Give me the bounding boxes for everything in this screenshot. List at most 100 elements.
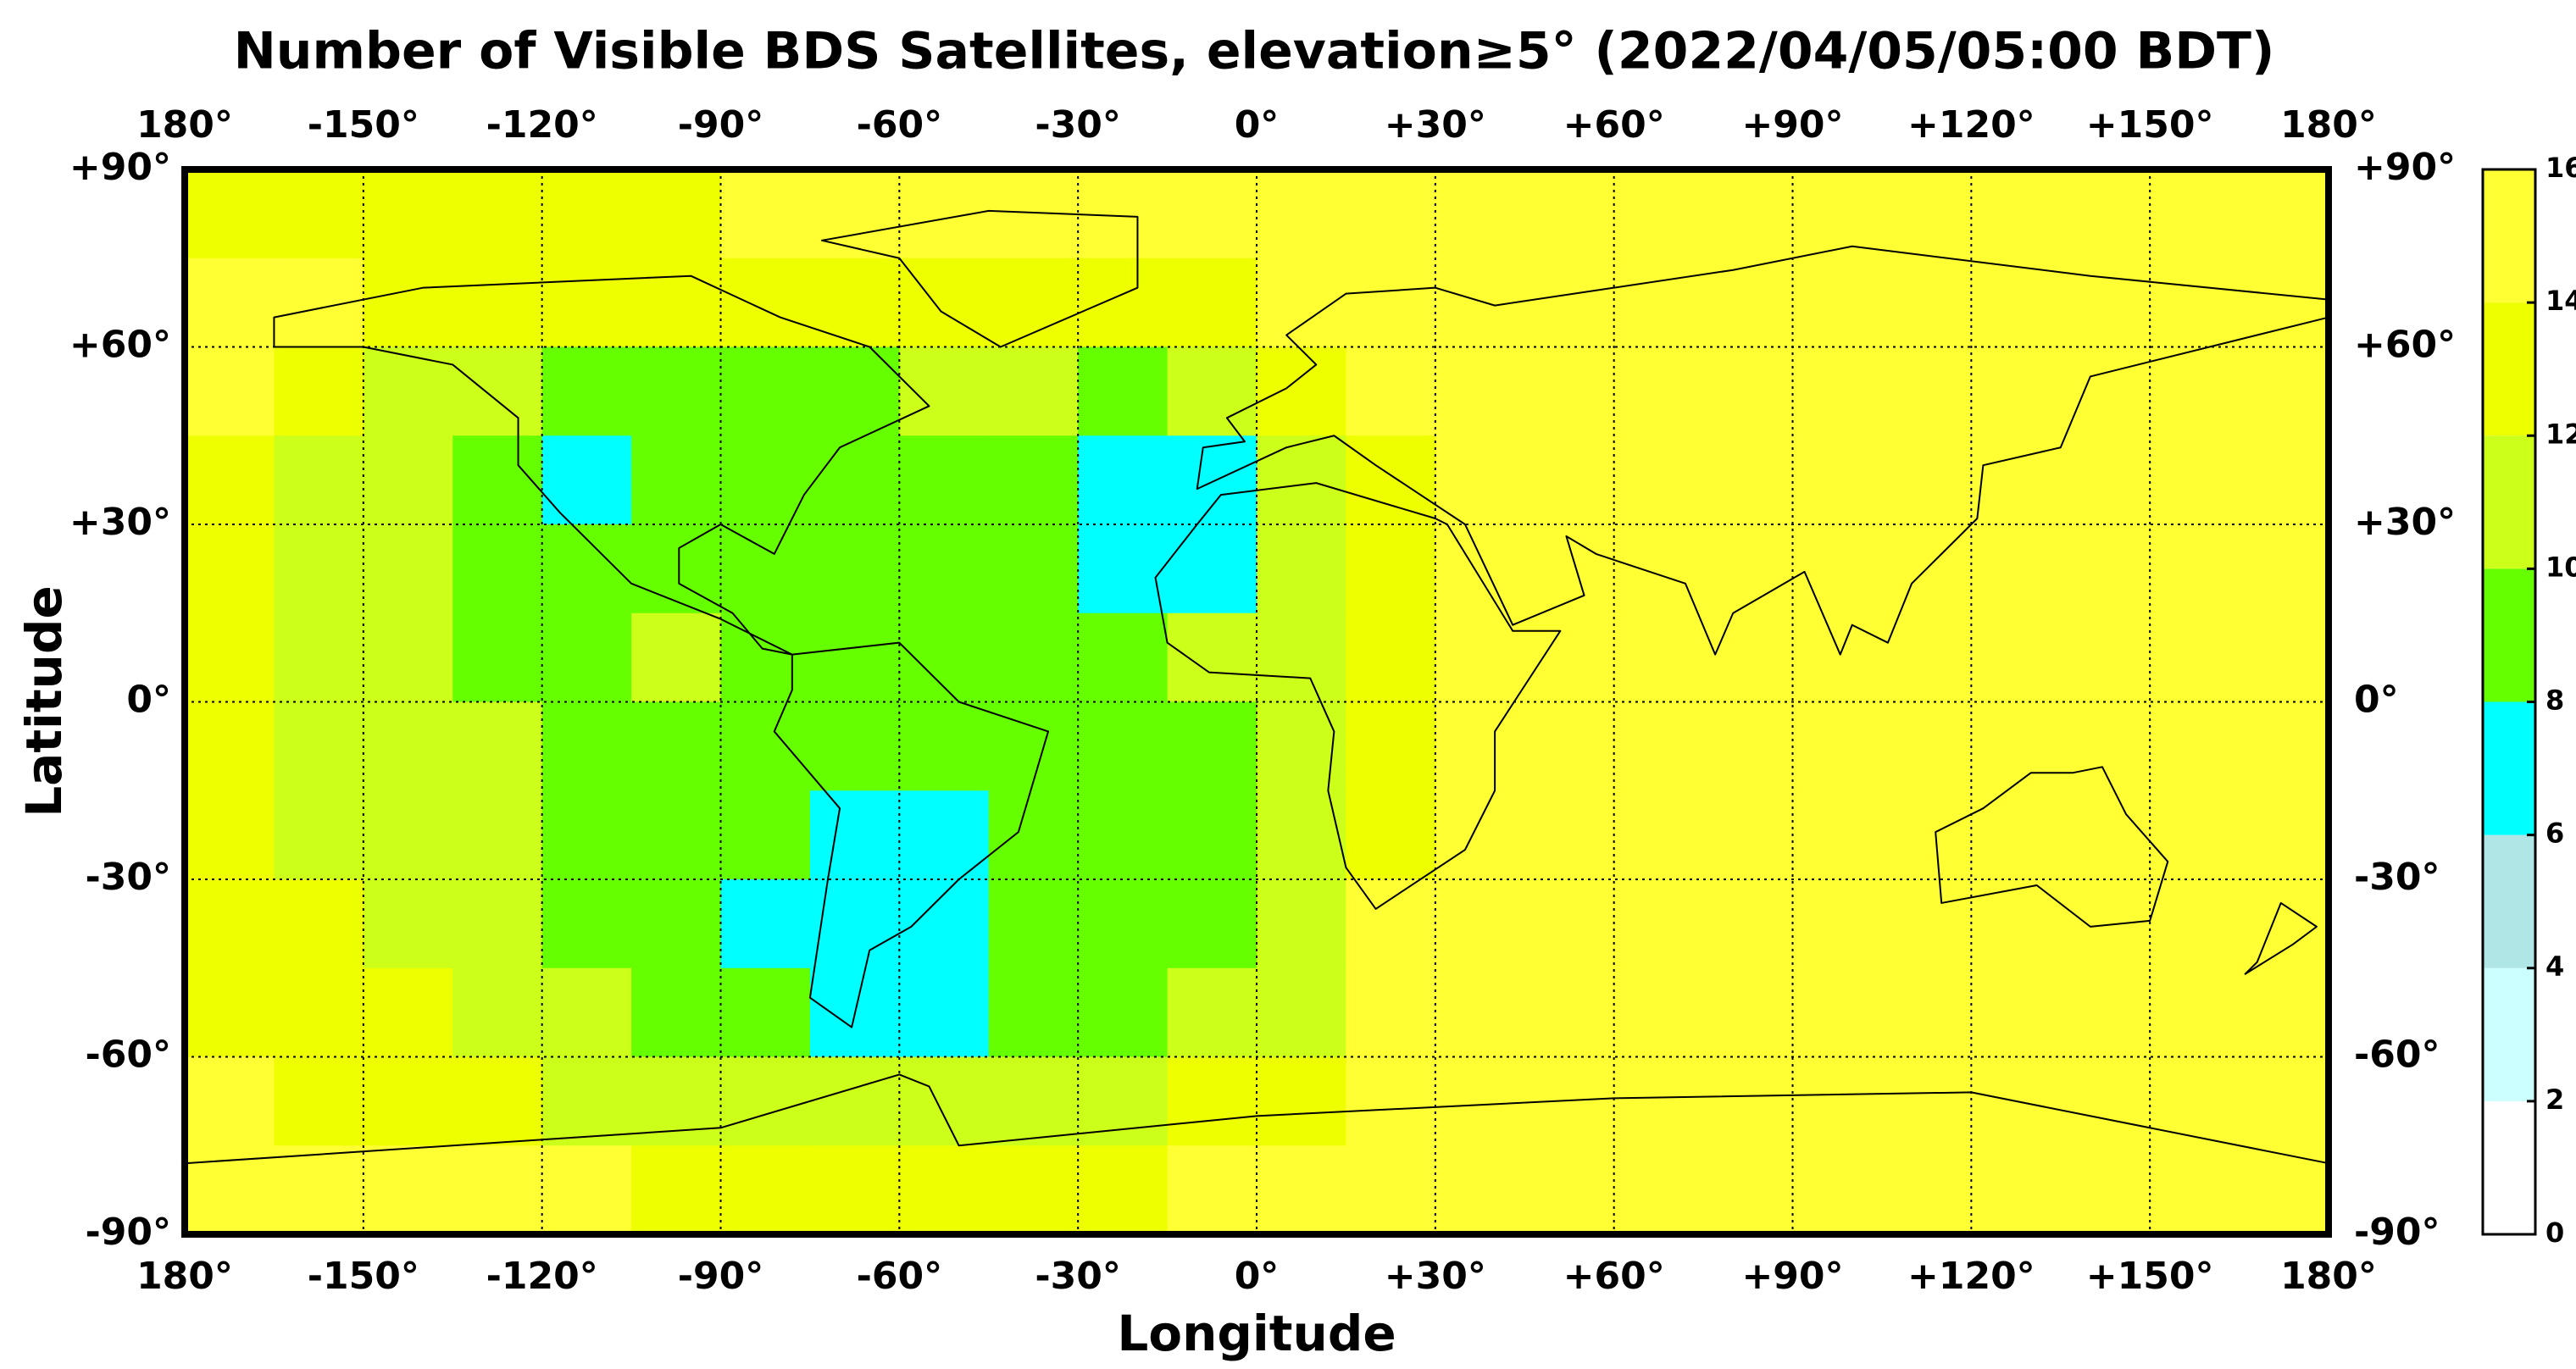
heatmap-cell <box>363 346 453 436</box>
heatmap-cell <box>1346 879 1436 969</box>
heatmap-cell <box>452 346 543 436</box>
chart-title: Number of Visible BDS Satellites, elevat… <box>234 22 2275 81</box>
heatmap-cell <box>185 346 275 436</box>
x-tick-label: 0° <box>1235 1255 1280 1298</box>
colorbar-tick-label: 16 <box>2545 152 2576 184</box>
heatmap-cell <box>988 258 1079 347</box>
heatmap-cell <box>1167 790 1257 880</box>
heatmap-cell <box>1257 967 1346 1057</box>
heatmap-cell <box>1078 612 1169 702</box>
heatmap-cell <box>631 169 721 259</box>
heatmap-cell <box>1703 790 1793 880</box>
heatmap-cell <box>631 790 721 880</box>
colorbar-segment <box>2483 1100 2535 1234</box>
heatmap-cell <box>1346 258 1436 347</box>
heatmap-cell <box>720 1145 811 1235</box>
heatmap-cell <box>2150 346 2240 436</box>
heatmap-cell <box>1167 435 1257 525</box>
heatmap-cell <box>1613 879 1704 969</box>
heatmap-cell <box>1792 524 1883 614</box>
heatmap-cell <box>720 258 811 347</box>
heatmap-cell <box>274 524 364 614</box>
x-tick-label-top: 180° <box>136 103 233 147</box>
heatmap-cell <box>363 524 453 614</box>
heatmap-cell <box>274 169 364 259</box>
heatmap-cell <box>1613 1145 1704 1235</box>
heatmap-cell <box>899 1145 990 1235</box>
heatmap-cell <box>809 524 900 614</box>
x-tick-label-top: 180° <box>2280 103 2377 147</box>
heatmap-cell <box>363 967 453 1057</box>
heatmap-cell <box>1971 701 2062 791</box>
heatmap-cell <box>1971 346 2062 436</box>
colorbar-segment <box>2483 834 2535 968</box>
heatmap-cell <box>1257 790 1346 880</box>
heatmap-cell <box>1524 612 1615 702</box>
heatmap-cell <box>1346 701 1436 791</box>
heatmap-cell <box>2060 879 2151 969</box>
heatmap-cell <box>2239 524 2329 614</box>
heatmap-cell <box>899 701 990 791</box>
colorbar-tick-label: 6 <box>2545 818 2564 850</box>
heatmap-cell <box>274 346 364 436</box>
heatmap-cell <box>1435 169 1525 259</box>
heatmap-cell <box>363 701 453 791</box>
x-tick-label-top: +120° <box>1907 103 2035 147</box>
y-tick-label-right: -30° <box>2354 856 2440 899</box>
heatmap-cell <box>809 701 900 791</box>
heatmap-cell <box>1971 524 2062 614</box>
heatmap-cell <box>809 879 900 969</box>
heatmap-cell <box>2060 701 2151 791</box>
heatmap-cell <box>1078 1145 1169 1235</box>
heatmap-cell <box>274 612 364 702</box>
heatmap-cell <box>809 435 900 525</box>
heatmap-cell <box>1971 612 2062 702</box>
x-tick-label: -150° <box>308 1255 419 1298</box>
x-tick-label-top: -60° <box>857 103 943 147</box>
heatmap-cell <box>1257 612 1346 702</box>
heatmap-cell <box>541 524 632 614</box>
heatmap-cell <box>899 1056 990 1146</box>
colorbar-segment <box>2483 701 2535 835</box>
heatmap-cell <box>988 435 1079 525</box>
heatmap-cell <box>2060 790 2151 880</box>
colorbar-tick-label: 2 <box>2545 1084 2564 1116</box>
heatmap-cell <box>363 258 453 347</box>
heatmap-cell <box>2150 612 2240 702</box>
heatmap-cell <box>1703 1056 1793 1146</box>
plot-frame <box>181 166 2332 1238</box>
heatmap-cell <box>899 346 990 436</box>
x-tick-label-top: -120° <box>486 103 598 147</box>
x-tick-label: 180° <box>136 1255 233 1298</box>
heatmap-cell <box>720 1056 811 1146</box>
heatmap-cell <box>185 701 275 791</box>
heatmap-cell <box>1524 346 1615 436</box>
coastline <box>2246 903 2317 974</box>
heatmap-cell <box>1346 967 1436 1057</box>
heatmap-cell <box>1257 169 1346 259</box>
heatmap-cell <box>2239 879 2329 969</box>
x-tick-label: -60° <box>857 1255 943 1298</box>
y-tick-label: +90° <box>69 146 171 189</box>
heatmap-cell <box>185 169 275 259</box>
heatmap-cell <box>1792 258 1883 347</box>
heatmap-cell <box>185 435 275 525</box>
heatmap-cell <box>2239 612 2329 702</box>
heatmap-cell <box>631 879 721 969</box>
x-tick-label-top: -150° <box>308 103 419 147</box>
heatmap-cell <box>1167 524 1257 614</box>
heatmap-cell <box>988 1145 1079 1235</box>
heatmap-cell <box>1435 346 1525 436</box>
heatmap-cell <box>631 612 721 702</box>
heatmap-cell <box>1613 701 1704 791</box>
heatmap-cell <box>1881 1145 1972 1235</box>
heatmap-cell <box>2150 169 2240 259</box>
colorbar-tick-label: 12 <box>2545 418 2576 450</box>
x-tick-label: +120° <box>1907 1255 2035 1298</box>
heatmap-cell <box>452 1056 543 1146</box>
heatmap-cell <box>541 879 632 969</box>
heatmap-cell <box>1078 1056 1169 1146</box>
heatmap-cell <box>1971 435 2062 525</box>
axes: 180° 180° -150° -150° -120° -120° -90° -90° -60°… <box>69 103 2456 1298</box>
heatmap-cell <box>2150 701 2240 791</box>
